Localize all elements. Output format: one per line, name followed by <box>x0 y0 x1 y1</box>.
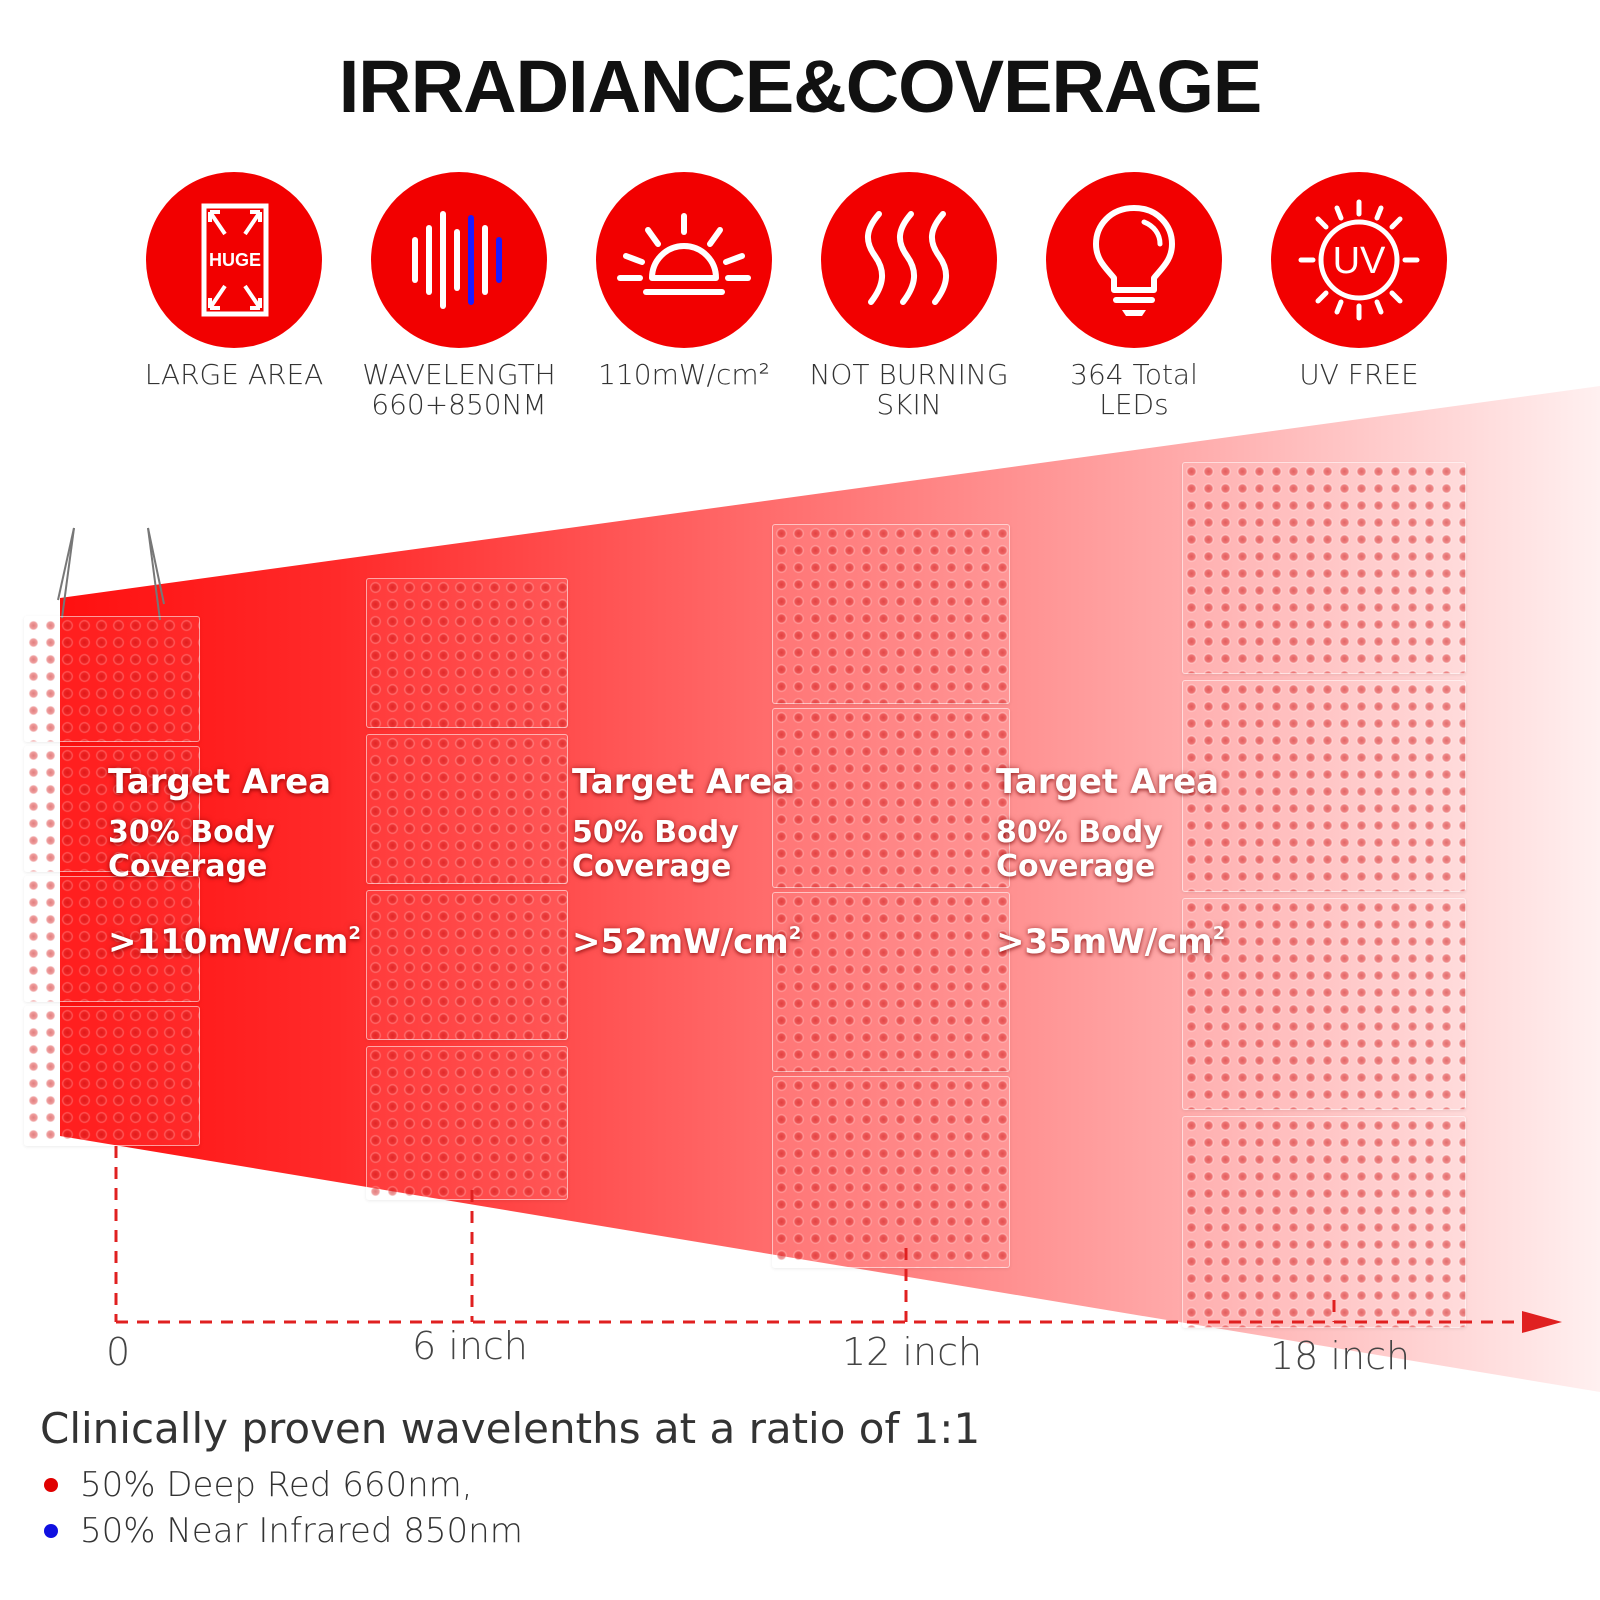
heat-waves-icon <box>821 172 997 348</box>
irradiance-exponent: 2 <box>788 923 802 944</box>
wavelength-icon <box>371 172 547 348</box>
wavelength-ratio-heading: Clinically proven wavelenths at a ratio … <box>40 1404 981 1453</box>
feature-label-line: 364 Total <box>1070 358 1198 391</box>
led-panel <box>772 524 1010 704</box>
feature-label: 110mW/cm² <box>569 360 799 390</box>
page-title: IRRADIANCE&COVERAGE <box>338 45 1263 128</box>
red-dot-icon <box>44 1478 58 1492</box>
target-area-heading: Target Area <box>572 762 796 802</box>
legend-item-label: 50% Deep Red 660nm, <box>80 1465 473 1505</box>
distance-tick-label: 12 inch <box>842 1330 983 1374</box>
feature-leds: 364 Total LEDs <box>1019 172 1249 420</box>
irradiance-number: >52mW/cm <box>572 922 789 962</box>
legend-item-label: 50% Near Infrared 850nm <box>80 1511 523 1551</box>
coverage-line: Coverage <box>108 849 268 884</box>
coverage-line: Coverage <box>572 849 732 884</box>
irradiance-number: >35mW/cm <box>996 922 1213 962</box>
led-panel <box>772 1076 1010 1268</box>
distance-tick-label: 0 <box>106 1330 131 1374</box>
led-panel <box>24 1006 200 1146</box>
legend-item-near-infrared: 50% Near Infrared 850nm <box>40 1508 523 1554</box>
feature-label: LARGE AREA <box>119 360 349 390</box>
coverage-text: 30% Body Coverage <box>108 816 361 884</box>
feature-label: NOT BURNING SKIN <box>794 360 1024 420</box>
irradiance-value: >110mW/cm2 <box>108 914 361 962</box>
led-panel <box>366 1046 568 1200</box>
led-panel <box>1182 680 1466 892</box>
feature-label-line: 660+850NM <box>371 388 547 421</box>
feature-wavelength: WAVELENGTH 660+850NM <box>344 172 574 420</box>
coverage-line: Coverage <box>996 849 1156 884</box>
coverage-text: 80% Body Coverage <box>996 816 1225 884</box>
target-area-zone: Target Area 80% Body Coverage >35mW/cm2 <box>996 762 1225 962</box>
target-area-zone: Target Area 30% Body Coverage >110mW/cm2 <box>108 762 361 962</box>
uv-text: UV <box>1333 240 1386 282</box>
irradiance-value: >52mW/cm2 <box>572 914 801 962</box>
led-panel <box>772 708 1010 888</box>
wavelength-legend: 50% Deep Red 660nm, 50% Near Infrared 85… <box>40 1462 523 1554</box>
huge-text: HUGE <box>209 250 261 270</box>
light-bulb-icon <box>1046 172 1222 348</box>
feature-irradiance: 110mW/cm² <box>569 172 799 390</box>
irradiance-value: >35mW/cm2 <box>996 914 1225 962</box>
target-area-zone: Target Area 50% Body Coverage >52mW/cm2 <box>572 762 801 962</box>
feature-label-line: WAVELENGTH <box>362 358 556 391</box>
huge-panel-icon: HUGE <box>146 172 322 348</box>
led-panel <box>1182 462 1466 674</box>
feature-label: 364 Total LEDs <box>1019 360 1249 420</box>
led-panel <box>772 892 1010 1072</box>
feature-label-line: SKIN <box>876 388 942 421</box>
feature-uv-free: UV UV FREE <box>1244 172 1474 390</box>
feature-label-line: 110mW/cm² <box>598 358 770 391</box>
coverage-line: 50% Body <box>572 815 739 850</box>
uv-sun-icon: UV <box>1271 172 1447 348</box>
feature-label-line: NOT BURNING <box>809 358 1009 391</box>
distance-tick-label: 18 inch <box>1270 1334 1411 1378</box>
feature-label-line: LARGE AREA <box>144 358 324 391</box>
target-area-heading: Target Area <box>996 762 1220 802</box>
feature-not-burning: NOT BURNING SKIN <box>794 172 1024 420</box>
coverage-line: 80% Body <box>996 815 1163 850</box>
coverage-line: 30% Body <box>108 815 275 850</box>
led-panel <box>366 578 568 728</box>
target-area-heading: Target Area <box>108 762 332 802</box>
feature-label: UV FREE <box>1244 360 1474 390</box>
led-panel <box>1182 1116 1466 1328</box>
led-panel <box>366 890 568 1040</box>
sunrise-icon <box>596 172 772 348</box>
distance-tick-label: 6 inch <box>412 1324 528 1368</box>
feature-label-line: LEDs <box>1099 388 1169 421</box>
feature-label-line: UV FREE <box>1299 358 1419 391</box>
irradiance-number: >110mW/cm <box>108 922 349 962</box>
led-panel <box>366 734 568 884</box>
led-panel <box>24 746 200 872</box>
feature-label: WAVELENGTH 660+850NM <box>344 360 574 420</box>
feature-large-area: HUGE LARGE AREA <box>119 172 349 390</box>
led-panel <box>1182 898 1466 1110</box>
legend-item-deep-red: 50% Deep Red 660nm, <box>40 1462 523 1508</box>
feature-icons-row: HUGE LARGE AREA WAVELENGTH 66 <box>0 172 1600 432</box>
blue-dot-icon <box>44 1524 58 1538</box>
coverage-text: 50% Body Coverage <box>572 816 801 884</box>
irradiance-exponent: 2 <box>348 923 361 944</box>
irradiance-exponent: 2 <box>1212 923 1226 944</box>
led-panel <box>24 876 200 1002</box>
axis-arrow-icon <box>1522 1311 1562 1333</box>
led-panel <box>24 616 200 742</box>
